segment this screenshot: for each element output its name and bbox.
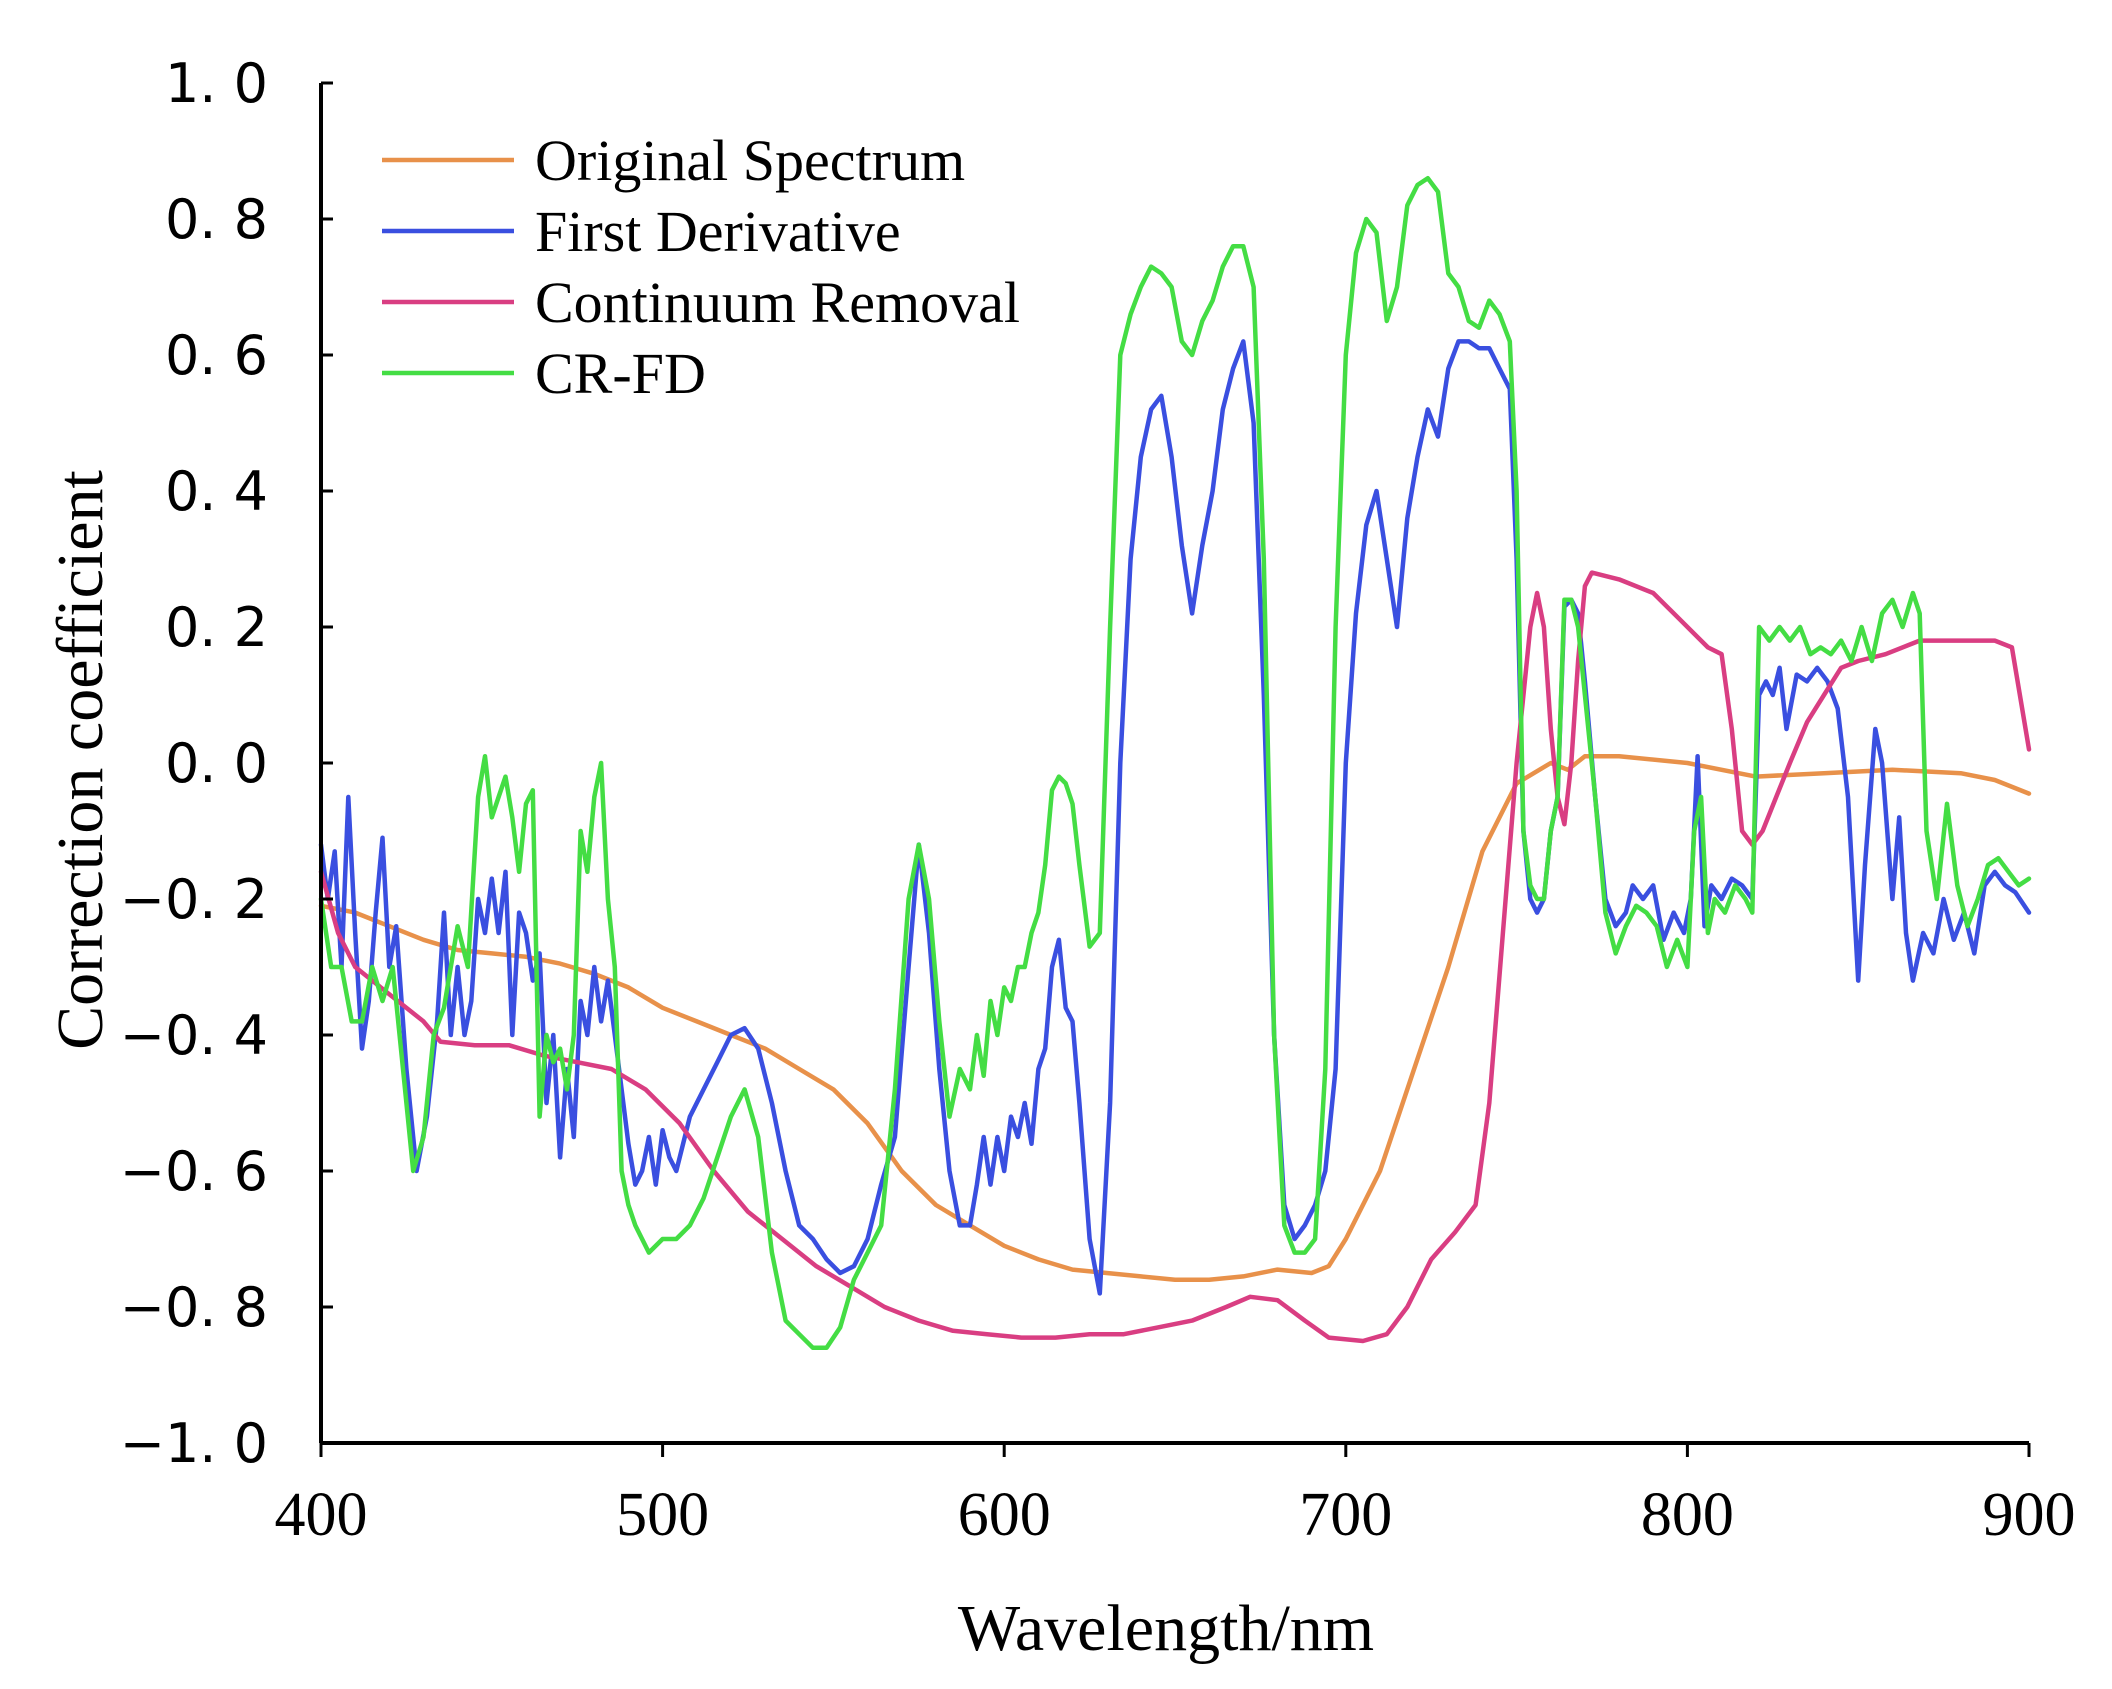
legend-item: Original Spectrum (382, 128, 965, 193)
legend-label: Continuum Removal (535, 270, 1020, 335)
y-tick-label: 0. 4 (165, 460, 268, 523)
y-tick-label: −0. 6 (120, 1140, 268, 1203)
y-tick-label: −1. 0 (120, 1412, 268, 1475)
series-line-3 (318, 570, 2032, 1344)
legend-item: First Derivative (382, 199, 901, 264)
axes (319, 81, 2031, 1457)
y-tick-label: −0. 8 (120, 1276, 268, 1339)
y-tick-label: 0. 8 (165, 188, 268, 251)
series-line-1 (318, 753, 2032, 1283)
y-tick-label: −0. 4 (120, 1004, 268, 1067)
legend-label: Original Spectrum (535, 128, 965, 193)
x-tick-label: 800 (1641, 1481, 1734, 1549)
y-tick-label: 0. 6 (165, 324, 268, 387)
series-line-2 (318, 339, 2032, 1296)
x-tick-label: 500 (616, 1481, 709, 1549)
y-axis-title: Correction coefficient (44, 470, 117, 1050)
x-tick-label: 700 (1299, 1481, 1392, 1549)
legend-label: CR-FD (535, 341, 706, 406)
tick-labels: 1. 0 0. 8 0. 6 0. 4 0. 2 0. 0 −0. 2 −0. 4 −0. 6 −… (120, 52, 2076, 1549)
legend-item: CR-FD (382, 341, 706, 406)
y-tick-label: 0. 0 (165, 732, 268, 795)
legend-item: Continuum Removal (382, 270, 1020, 335)
y-tick-label: 1. 0 (165, 52, 268, 115)
series-layer (318, 175, 2032, 1351)
y-tick-label: −0. 2 (120, 868, 268, 931)
series-line-4 (318, 175, 2032, 1351)
x-tick-label: 600 (958, 1481, 1051, 1549)
legend-label: First Derivative (535, 199, 901, 264)
y-tick-label: 0. 2 (165, 596, 268, 659)
x-axis-title: Wavelength/nm (958, 1592, 1374, 1665)
x-tick-label: 900 (1983, 1481, 2076, 1549)
x-tick-label: 400 (275, 1481, 368, 1549)
